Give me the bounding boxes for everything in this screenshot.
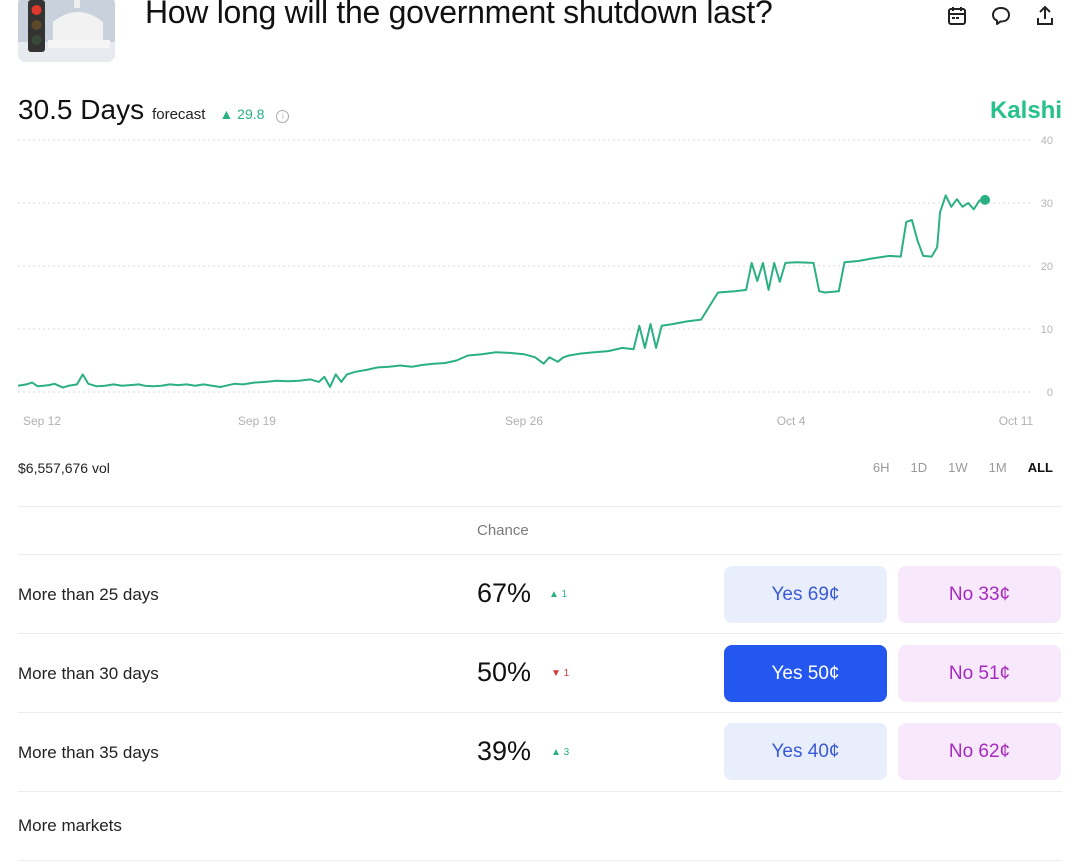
y-tick-label: 20 bbox=[1041, 261, 1053, 273]
comment-icon[interactable] bbox=[989, 4, 1013, 28]
forecast-summary: 30.5 Days forecast ▲ 29.8 i bbox=[18, 94, 290, 126]
divider bbox=[18, 554, 1062, 555]
range-1w[interactable]: 1W bbox=[948, 460, 968, 475]
range-selector: 6H 1D 1W 1M ALL bbox=[852, 460, 1053, 475]
y-tick-label: 30 bbox=[1041, 198, 1053, 210]
divider bbox=[18, 633, 1062, 634]
y-tick-label: 40 bbox=[1041, 135, 1053, 147]
chance-delta: ▲ 3 bbox=[551, 747, 570, 758]
volume-label: $6,557,676 vol bbox=[18, 460, 110, 476]
chance-delta: ▲ 1 bbox=[549, 589, 568, 600]
divider bbox=[18, 506, 1062, 507]
outcome-label: More than 25 days bbox=[18, 585, 159, 604]
y-tick-label: 0 bbox=[1047, 387, 1053, 399]
info-icon[interactable]: i bbox=[276, 110, 290, 123]
market-title: How long will the government shutdown la… bbox=[145, 0, 773, 30]
buy-yes-button[interactable]: Yes 50¢ bbox=[724, 645, 887, 702]
buy-no-button[interactable]: No 33¢ bbox=[898, 566, 1061, 623]
share-icon[interactable] bbox=[1033, 4, 1057, 28]
range-all[interactable]: ALL bbox=[1027, 460, 1053, 475]
y-tick-label: 10 bbox=[1041, 324, 1053, 336]
divider bbox=[18, 712, 1062, 713]
range-1m[interactable]: 1M bbox=[988, 460, 1007, 475]
x-tick-label: Sep 26 bbox=[505, 414, 543, 428]
more-markets-link[interactable]: More markets bbox=[18, 816, 122, 835]
divider bbox=[18, 791, 1062, 792]
brand-logo: Kalshi bbox=[989, 97, 1062, 124]
x-tick-label: Sep 12 bbox=[23, 414, 61, 428]
header-actions bbox=[945, 4, 1057, 28]
buy-yes-button[interactable]: Yes 40¢ bbox=[724, 723, 887, 780]
x-tick-label: Oct 4 bbox=[777, 414, 806, 428]
buy-yes-button[interactable]: Yes 69¢ bbox=[724, 566, 887, 623]
chart-current-point bbox=[980, 194, 991, 205]
outcome-chance: 50% bbox=[477, 657, 532, 687]
outcome-chance: 67% bbox=[477, 578, 532, 608]
capitol-image bbox=[18, 0, 115, 62]
forecast-change: ▲ 29.8 bbox=[219, 106, 265, 122]
chance-header: Chance bbox=[477, 522, 529, 539]
divider bbox=[18, 860, 1062, 861]
range-1d[interactable]: 1D bbox=[910, 460, 928, 475]
market-thumbnail bbox=[18, 0, 115, 62]
x-tick-label: Oct 11 bbox=[999, 414, 1034, 428]
range-6h[interactable]: 6H bbox=[872, 460, 890, 475]
buy-no-button[interactable]: No 62¢ bbox=[898, 723, 1061, 780]
calendar-icon[interactable] bbox=[945, 4, 969, 28]
x-tick-label: Sep 19 bbox=[238, 414, 276, 428]
outcome-chance: 39% bbox=[477, 736, 532, 766]
chance-delta: ▼ 1 bbox=[551, 668, 570, 679]
forecast-chart: 0 10 20 30 40 Sep 12 Sep 19 Sep 26 Oct 4 Oct 11 bbox=[17, 135, 1053, 428]
forecast-value: 30.5 Days bbox=[18, 94, 145, 125]
buy-no-button[interactable]: No 51¢ bbox=[898, 645, 1061, 702]
forecast-label: forecast bbox=[152, 106, 206, 123]
outcome-label: More than 30 days bbox=[18, 664, 159, 683]
chart-series-line bbox=[17, 194, 986, 389]
outcome-label: More than 35 days bbox=[18, 743, 159, 762]
